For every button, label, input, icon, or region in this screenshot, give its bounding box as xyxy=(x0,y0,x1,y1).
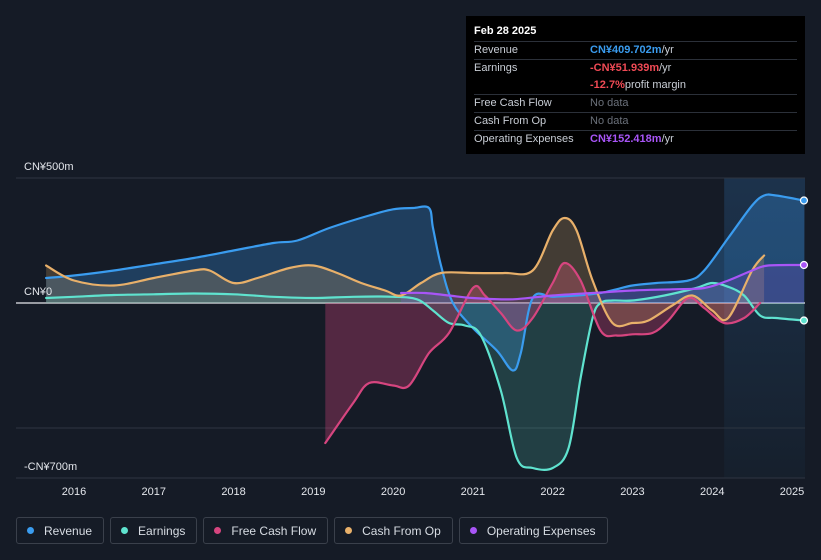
x-tick-label: 2020 xyxy=(381,486,405,498)
tooltip-panel: Feb 28 2025 Revenue CN¥409.702m /yr Earnin… xyxy=(466,16,805,154)
legend-dot-icon xyxy=(214,527,222,534)
tooltip-row-unit: /yr xyxy=(661,133,674,145)
legend-dot-icon xyxy=(469,527,477,534)
tooltip-row-value: No data xyxy=(590,97,629,109)
tooltip-row-label xyxy=(474,77,590,94)
legend-dot-icon xyxy=(27,527,34,534)
y-tick-label: CN¥500m xyxy=(24,161,74,173)
y-tick-label: -CN¥700m xyxy=(24,461,77,473)
tooltip-row-label: Earnings xyxy=(474,62,518,74)
area-earnings xyxy=(46,282,805,470)
area-revenue xyxy=(46,194,805,371)
x-tick-label: 2018 xyxy=(221,486,245,498)
tooltip-date: Feb 28 2025 xyxy=(474,25,537,37)
endpoint-earnings xyxy=(799,316,809,325)
x-tick-label: 2025 xyxy=(780,486,804,498)
legend-item-earnings[interactable]: Earnings xyxy=(110,517,198,544)
legend-item-free-cash-flow[interactable]: Free Cash Flow xyxy=(203,517,329,544)
x-tick-label: 2021 xyxy=(461,486,485,498)
legend-label: Operating Expenses xyxy=(486,523,596,538)
x-tick-label: 2023 xyxy=(620,486,644,498)
y-tick-label: CN¥0 xyxy=(24,286,52,298)
area-cash-from-op xyxy=(46,218,765,327)
tooltip-row: -12.7% profit margin xyxy=(474,77,797,94)
legend-label: Cash From Op xyxy=(362,523,441,538)
x-tick-label: 2022 xyxy=(540,486,564,498)
tooltip-row-unit: /yr xyxy=(659,62,672,74)
x-tick-label: 2017 xyxy=(142,486,166,498)
endpoint-operating-expenses xyxy=(799,260,809,270)
legend-item-operating-expenses[interactable]: Operating Expenses xyxy=(458,517,608,544)
tooltip-row: Free Cash Flow No data xyxy=(474,94,797,112)
endpoint-revenue xyxy=(799,196,809,205)
tooltip-row: Revenue CN¥409.702m /yr xyxy=(474,41,797,59)
line-free-cash-flow xyxy=(324,261,762,445)
legend-dot-icon xyxy=(345,527,353,534)
tooltip-row: Cash From Op No data xyxy=(474,112,797,130)
area-free-cash-flow xyxy=(325,262,761,443)
legend-dot-icon xyxy=(121,527,129,534)
line-revenue xyxy=(45,193,806,372)
tooltip-row-value: -CN¥51.939m xyxy=(590,62,660,74)
area-operating-expenses xyxy=(401,264,804,303)
legend-label: Earnings xyxy=(138,523,186,538)
tooltip-row-value: CN¥152.418m xyxy=(590,133,662,145)
tooltip-row: Earnings -CN¥51.939m /yr xyxy=(474,59,797,77)
legend-item-revenue[interactable]: Revenue xyxy=(16,517,105,544)
x-tick-label: 2016 xyxy=(62,486,86,498)
tooltip-row-label: Free Cash Flow xyxy=(474,97,552,109)
tooltip-row-unit: profit margin xyxy=(624,79,686,91)
x-tick-label: 2024 xyxy=(700,486,724,498)
tooltip-row-value: CN¥409.702m xyxy=(590,44,662,56)
legend-label: Free Cash Flow xyxy=(231,523,317,538)
tooltip-row-value: No data xyxy=(590,115,629,127)
tooltip-row-label: Cash From Op xyxy=(474,115,547,127)
tooltip-row-label: Operating Expenses xyxy=(474,133,574,145)
legend: Revenue Earnings Free Cash Flow Cash From O… xyxy=(16,517,608,546)
tooltip-row-label: Revenue xyxy=(474,44,519,56)
line-operating-expenses xyxy=(400,263,806,301)
tooltip-row-unit: /yr xyxy=(661,44,674,56)
tooltip-row-value: -12.7% xyxy=(590,79,625,91)
line-earnings xyxy=(45,281,806,471)
line-cash-from-op xyxy=(45,216,766,328)
legend-label: Revenue xyxy=(44,523,93,538)
x-tick-label: 2019 xyxy=(301,486,325,498)
tooltip-row: Operating Expenses CN¥152.418m /yr xyxy=(474,130,797,148)
legend-item-cash-from-op[interactable]: Cash From Op xyxy=(334,517,453,544)
